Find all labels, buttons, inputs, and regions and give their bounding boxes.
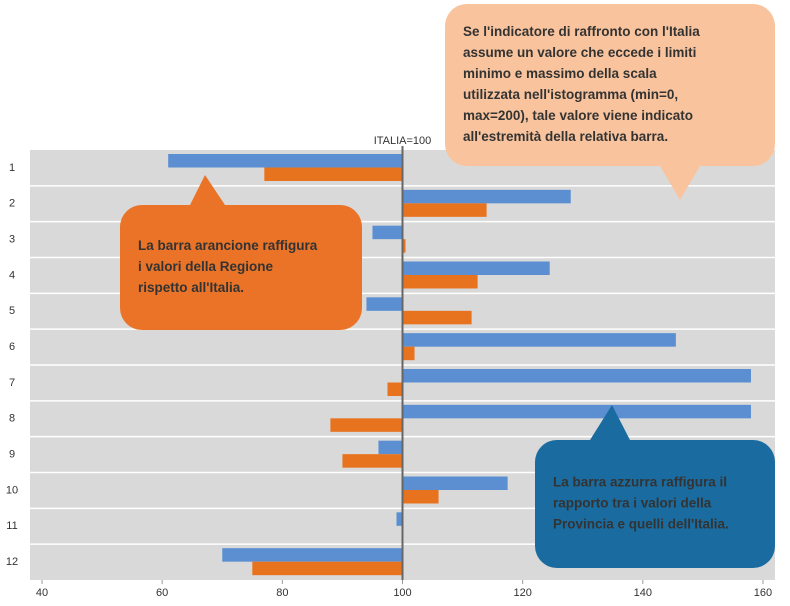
callout — [445, 4, 775, 166]
y-tick-label: 9 — [9, 448, 15, 460]
y-tick-label: 4 — [9, 269, 15, 281]
bar — [402, 490, 439, 504]
bar — [402, 261, 550, 275]
bar — [387, 382, 403, 396]
callout-tail — [660, 166, 700, 200]
y-tick-label: 1 — [9, 162, 15, 174]
bar — [402, 275, 478, 289]
callout-text: Se l'indicatore di raffronto con l'Itali… — [463, 24, 700, 39]
bar — [342, 454, 403, 468]
y-tick-label: 7 — [9, 377, 15, 389]
callout-text: rispetto all'Italia. — [138, 280, 244, 295]
bar — [330, 418, 403, 432]
x-tick-label: 60 — [156, 587, 168, 599]
callout-text: Provincia e quelli dell'Italia. — [553, 517, 729, 532]
y-tick-label: 5 — [9, 305, 15, 317]
bar — [372, 225, 403, 240]
bar — [378, 440, 403, 455]
bar — [168, 154, 403, 168]
callout-text: all'estremità della relativa barra. — [463, 129, 668, 144]
x-tick-label: 100 — [393, 587, 411, 599]
bar — [402, 476, 508, 490]
callout-text: assume un valore che eccede i limiti — [463, 45, 696, 60]
y-tick-label: 11 — [6, 520, 17, 532]
y-tick-label: 10 — [6, 484, 18, 496]
callout-text: La barra arancione raffigura — [138, 238, 318, 253]
x-tick-label: 120 — [513, 587, 531, 599]
callout-text: utilizzata nell'istogramma (min=0, — [463, 87, 678, 102]
callout-text: i valori della Regione — [138, 259, 274, 274]
callout — [535, 440, 775, 568]
bar — [402, 189, 571, 204]
bar — [402, 333, 676, 347]
x-tick-label: 80 — [276, 587, 288, 599]
x-tick-label: 40 — [36, 587, 48, 599]
baseline-label: ITALIA=100 — [374, 135, 432, 147]
bar — [402, 203, 487, 217]
callout-tail — [190, 175, 225, 205]
bar — [366, 297, 403, 311]
bar — [396, 512, 403, 526]
callout-text: max=200), tale valore viene indicato — [463, 108, 693, 123]
bar — [264, 167, 403, 181]
callout-tail — [590, 405, 630, 440]
bar — [222, 548, 403, 562]
callout — [120, 205, 362, 330]
callout-text: minimo e massimo della scala — [463, 66, 657, 81]
y-tick-label: 2 — [9, 198, 15, 210]
bar — [252, 561, 403, 576]
y-tick-label: 12 — [6, 556, 18, 568]
x-tick-label: 140 — [634, 587, 652, 599]
y-tick-label: 6 — [9, 341, 15, 353]
bar — [402, 404, 751, 419]
y-tick-label: 3 — [9, 233, 15, 245]
bar — [402, 310, 472, 325]
bar — [402, 239, 406, 253]
bar — [402, 369, 751, 383]
bar — [402, 346, 415, 361]
callout-text: rapporto tra i valori della — [553, 496, 712, 511]
x-tick-label: 160 — [754, 587, 772, 599]
callout-text: La barra azzurra raffigura il — [553, 475, 727, 490]
y-tick-label: 8 — [9, 413, 15, 425]
